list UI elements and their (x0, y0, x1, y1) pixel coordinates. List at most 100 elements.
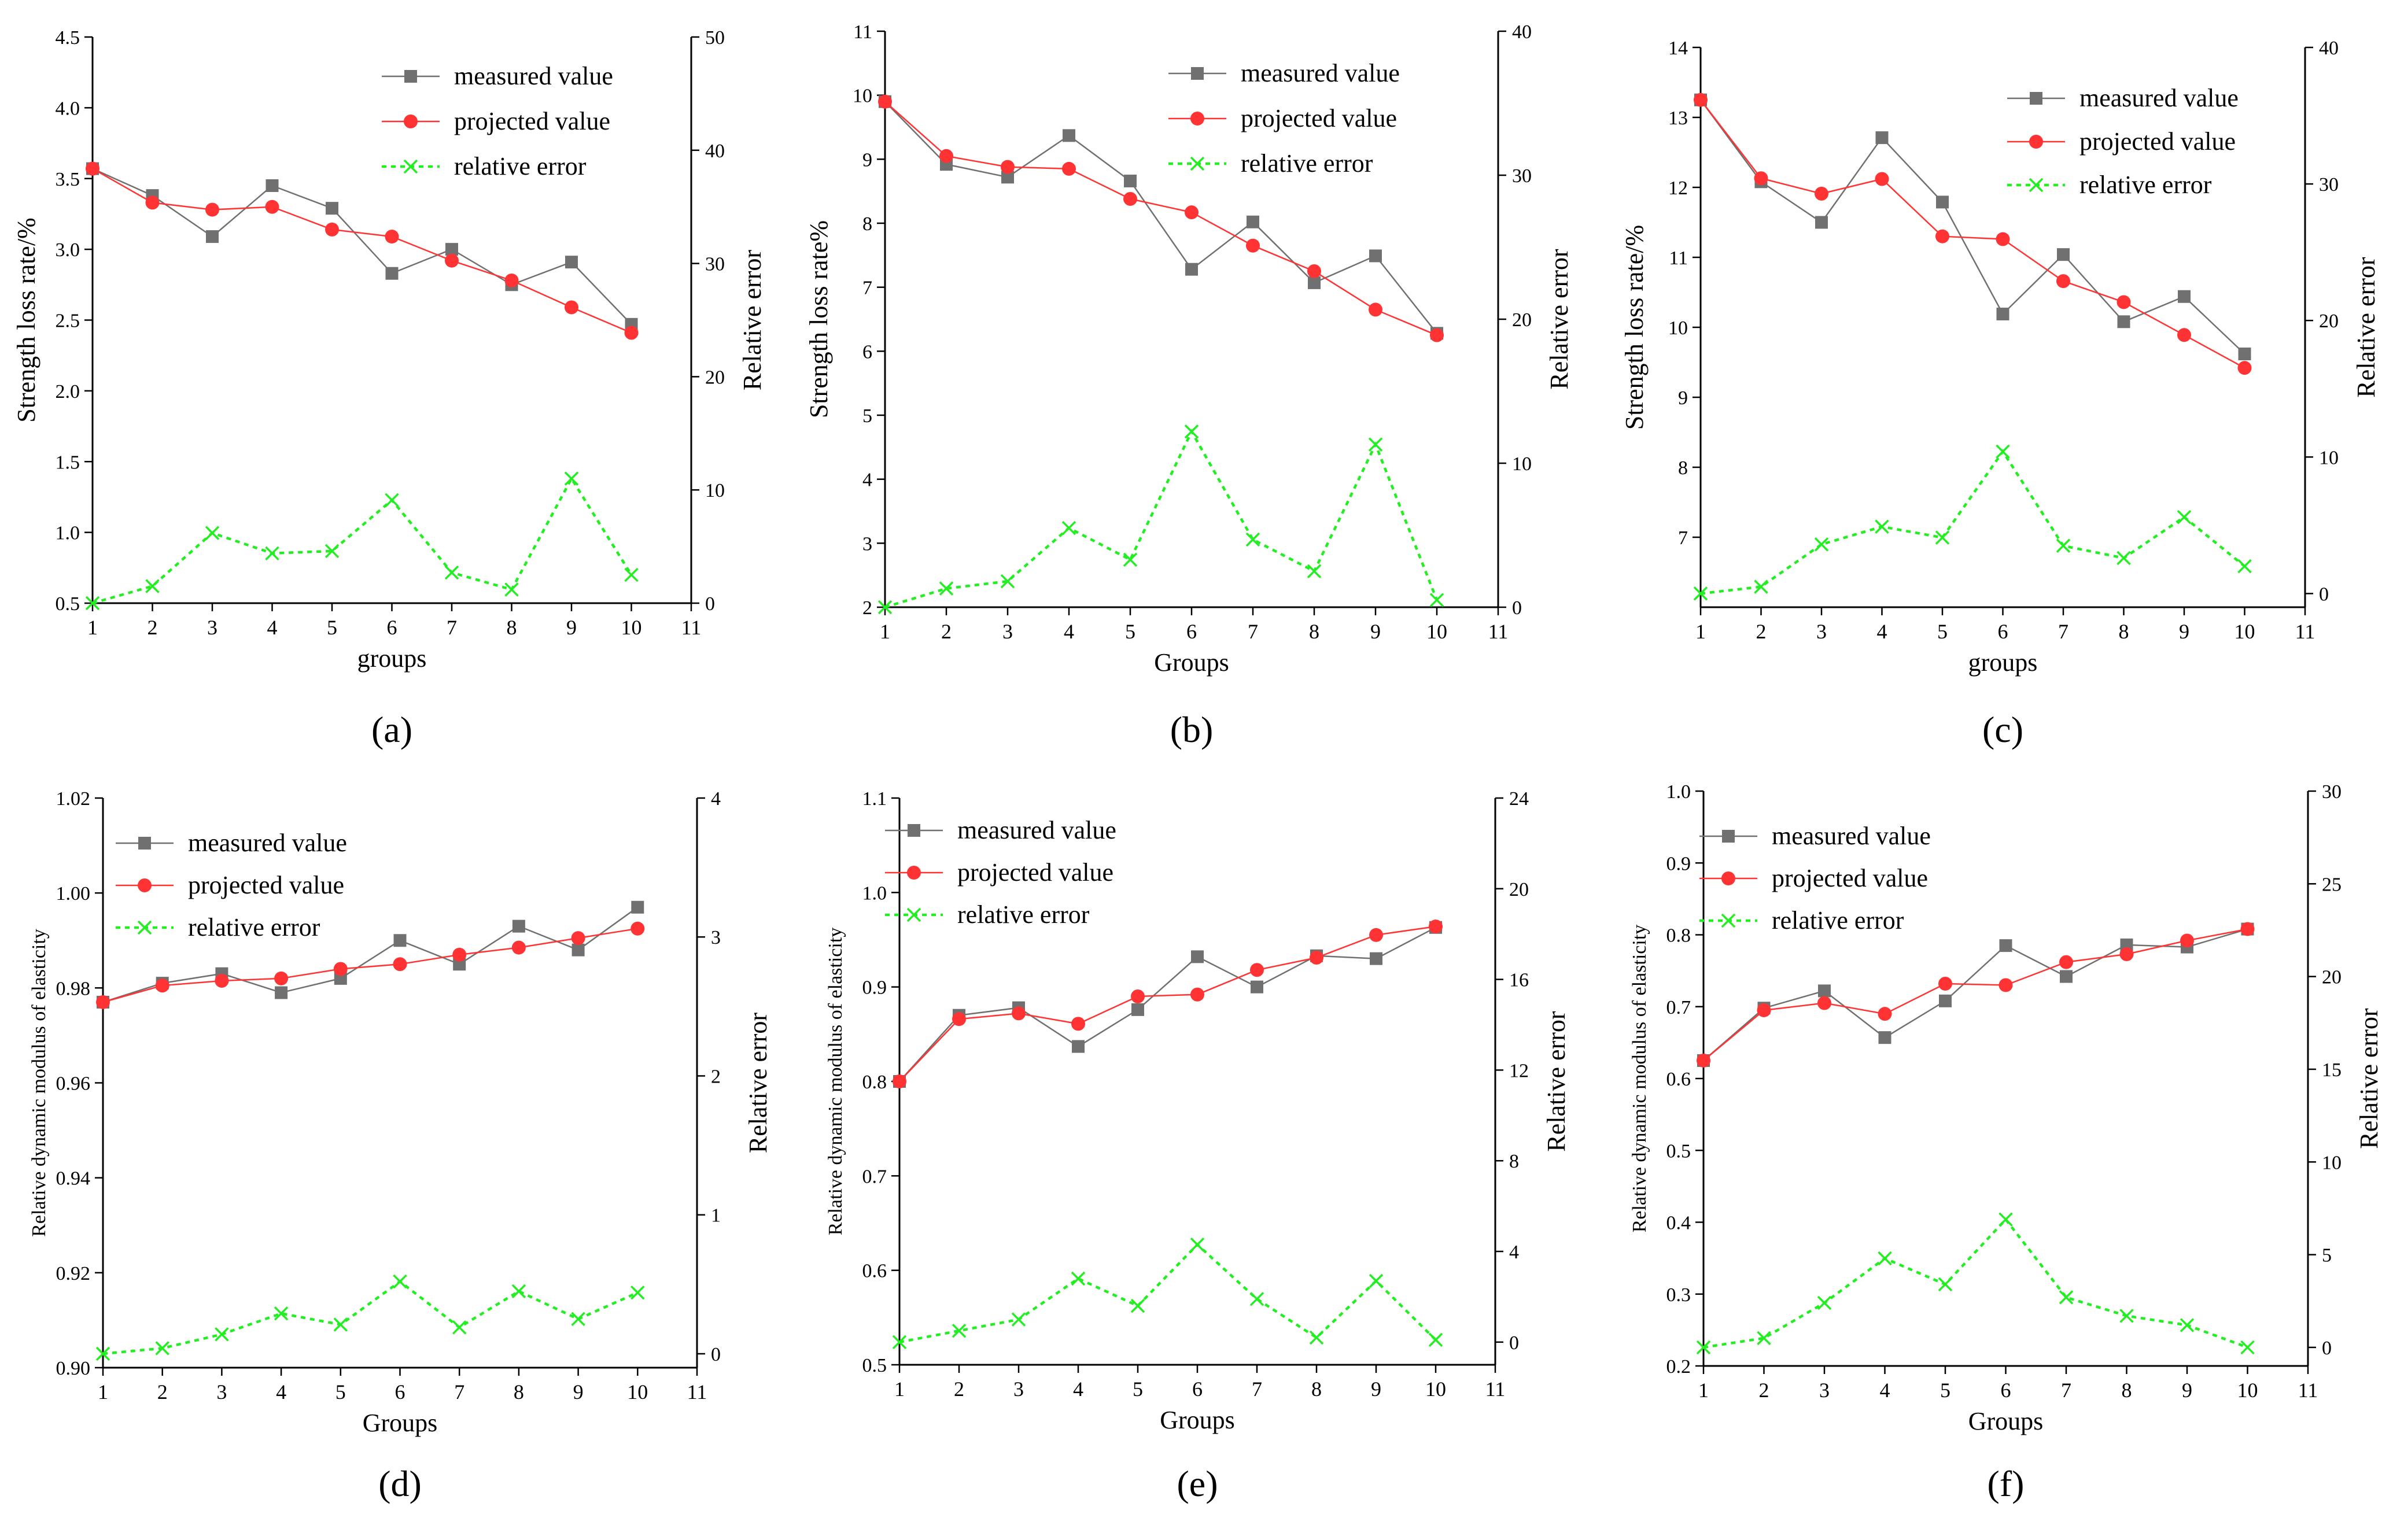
y-tick-label: 3 (862, 533, 872, 555)
y-tick-label: 8 (862, 213, 872, 235)
relative-error-point (2116, 551, 2131, 566)
legend-measured-marker (1191, 67, 1204, 80)
projected-value-point (2116, 295, 2131, 309)
relative-error-point (155, 1341, 169, 1356)
projected-value-point (1012, 1006, 1026, 1021)
projected-value-point (1246, 238, 1260, 253)
measured-value-point (1999, 939, 2012, 952)
legend-measured-label: measured value (957, 816, 1116, 844)
x-tick-label: 6 (2001, 1379, 2011, 1402)
relative-error-point (1428, 1332, 1443, 1347)
x-tick-label: 10 (621, 616, 642, 639)
relative-error-point (1190, 1238, 1205, 1252)
x-tick-label: 10 (1425, 1377, 1446, 1401)
y2-tick-label: 20 (1512, 309, 1532, 331)
legend-error-marker (137, 920, 152, 935)
projected-value-point (1250, 963, 1264, 977)
relative-error-point (1935, 530, 1950, 545)
projected-value-point (1123, 191, 1137, 206)
relative-error-line (884, 429, 1439, 609)
x-tick-label: 5 (335, 1380, 346, 1404)
y-tick-label: 0.4 (1666, 1213, 1691, 1234)
x-tick-label: 6 (1186, 620, 1197, 643)
legend-measured-marker (2030, 92, 2042, 105)
projected-value-point (1815, 186, 1828, 201)
relative-error-point (1368, 437, 1383, 452)
x-tick-label: 3 (207, 616, 217, 639)
legend-projected-label: projected value (957, 858, 1113, 887)
y-tick-label: 6 (862, 341, 872, 363)
legend-projected-label: projected value (454, 107, 610, 135)
projected-value-point (1694, 93, 1708, 107)
y2-tick-label: 50 (705, 27, 725, 49)
projected-value-point (1062, 161, 1076, 176)
measured-value-point (571, 943, 585, 957)
x-axis-title: Groups (1154, 648, 1229, 677)
projected-value-point (1307, 264, 1321, 278)
y2-tick-label: 30 (705, 254, 725, 275)
x-axis-title: groups (357, 644, 427, 673)
y-tick-label: 0.9 (1666, 853, 1691, 874)
measured-value-point (2117, 315, 2130, 328)
x-tick-label: 10 (1426, 620, 1447, 643)
panel-label: (c) (1982, 709, 2023, 750)
y2-axis-title: Relative error (2355, 1008, 2382, 1148)
y-tick-label: 14 (1668, 38, 1688, 59)
y2-tick-label: 8 (1509, 1151, 1519, 1172)
measured-value-point (1251, 980, 1263, 994)
y2-tick-label: 4 (711, 788, 721, 810)
x-tick-label: 11 (2295, 620, 2315, 643)
relative-error-point (2240, 1340, 2255, 1355)
relative-error-point (1000, 574, 1015, 589)
x-tick-label: 6 (387, 616, 397, 639)
measured-value-line (102, 906, 639, 1003)
projected-value-point (1429, 919, 1443, 934)
projected-value-point (1938, 976, 1952, 991)
y-tick-label: 0.94 (56, 1168, 91, 1190)
projected-value-point (630, 921, 645, 936)
measured-value-point (1878, 1031, 1891, 1044)
projected-value-point (1369, 928, 1383, 942)
y2-tick-label: 30 (1512, 165, 1532, 187)
relative-error-line (1700, 449, 2245, 595)
y-tick-label: 2.5 (56, 311, 80, 332)
x-tick-label: 2 (1756, 620, 1767, 643)
legend-projected-marker (2029, 135, 2043, 149)
y-tick-label: 0.8 (1666, 925, 1691, 947)
x-tick-label: 8 (2122, 1379, 2132, 1402)
y2-tick-label: 40 (2319, 38, 2339, 59)
x-tick-label: 2 (941, 620, 952, 643)
x-tick-label: 11 (681, 616, 702, 639)
y2-axis-title: Relative error (744, 1013, 772, 1153)
legend-measured-label: measured value (188, 829, 347, 857)
y-tick-label: 3.0 (56, 239, 80, 261)
x-tick-label: 8 (1309, 620, 1319, 643)
legend-error-marker (2029, 178, 2044, 193)
legend-projected-marker (907, 866, 921, 880)
y2-tick-label: 0 (1509, 1332, 1519, 1354)
legend-projected-marker (1190, 112, 1204, 125)
y-tick-label: 3.5 (56, 169, 80, 190)
x-tick-label: 11 (1488, 620, 1509, 643)
chart-panel-d: 1 2 3 4 5 6 7 8 9 10 110.900.920.940.960.981.001.0… (28, 788, 772, 1504)
projected-value-point (205, 202, 219, 217)
y-axis-title: Strength loss rate/% (1620, 225, 1649, 430)
measured-value-line (92, 168, 632, 325)
x-tick-label: 4 (1880, 1379, 1890, 1402)
x-tick-label: 11 (1485, 1377, 1506, 1401)
measured-value-point (1191, 950, 1204, 963)
relative-error-point (1307, 564, 1322, 578)
relative-error-point (1754, 579, 1768, 594)
x-tick-label: 10 (2237, 1379, 2258, 1402)
relative-error-line (92, 476, 633, 605)
y2-tick-label: 10 (2322, 1152, 2342, 1173)
relative-error-point (952, 1323, 967, 1338)
projected-value-line (884, 101, 1437, 336)
y2-tick-label: 3 (711, 927, 721, 948)
legend-error-label: relative error (2079, 171, 2212, 199)
measured-value-point (1996, 308, 2009, 321)
projected-value-point (1998, 978, 2013, 992)
measured-value-point (385, 267, 399, 280)
relative-error-point (1130, 1298, 1145, 1313)
x-tick-label: 8 (514, 1380, 524, 1404)
